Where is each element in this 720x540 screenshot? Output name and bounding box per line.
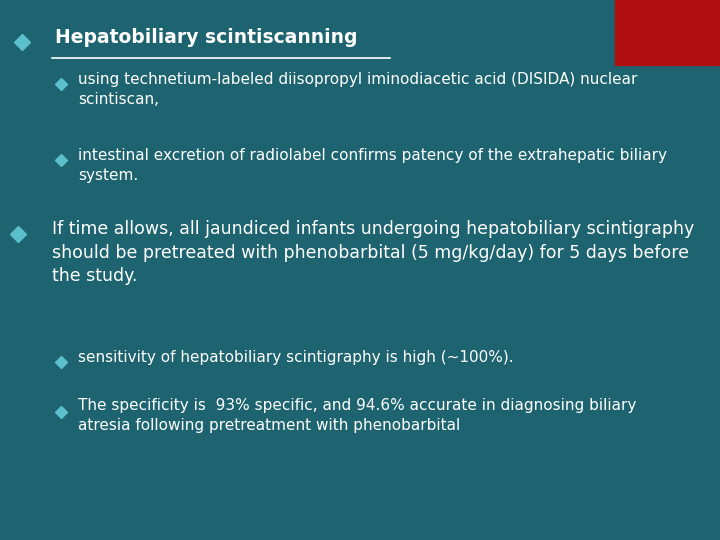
Text: The specificity is  93% specific, and 94.6% accurate in diagnosing biliary
atres: The specificity is 93% specific, and 94.… bbox=[78, 398, 636, 433]
Text: sensitivity of hepatobiliary scintigraphy is high (~100%).: sensitivity of hepatobiliary scintigraph… bbox=[78, 350, 513, 365]
Text: using technetium-labeled diisopropyl iminodiacetic acid (DISIDA) nuclear
scintis: using technetium-labeled diisopropyl imi… bbox=[78, 72, 637, 107]
Bar bbox=[615, 0, 720, 65]
Text: Hepatobiliary scintiscanning: Hepatobiliary scintiscanning bbox=[55, 28, 358, 47]
Text: If time allows, all jaundiced infants undergoing hepatobiliary scintigraphy
shou: If time allows, all jaundiced infants un… bbox=[52, 220, 694, 285]
Text: intestinal excretion of radiolabel confirms patency of the extrahepatic biliary
: intestinal excretion of radiolabel confi… bbox=[78, 148, 667, 183]
